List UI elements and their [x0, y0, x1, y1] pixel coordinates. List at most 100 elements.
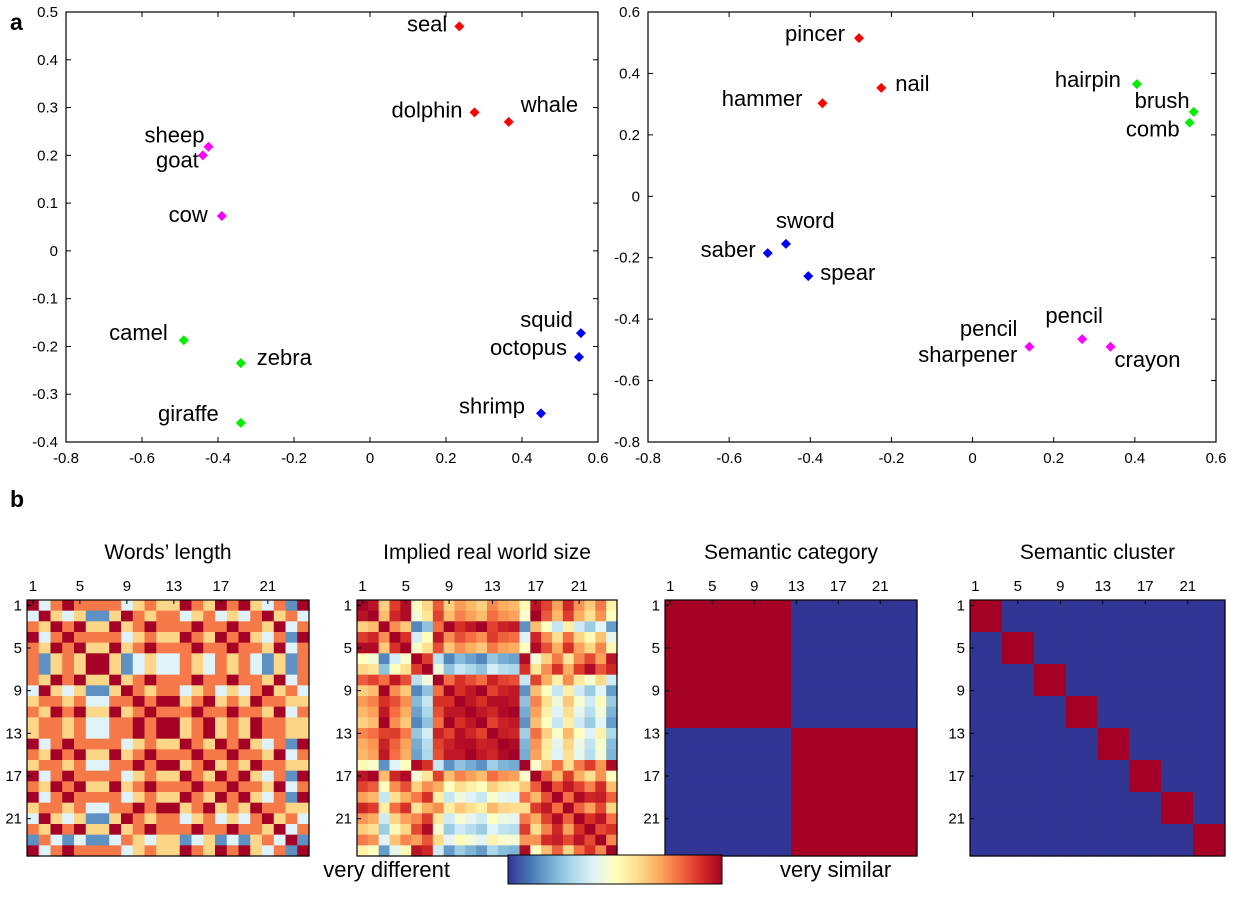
heatmap-cell [843, 706, 855, 718]
heatmap-cell [980, 738, 992, 750]
heatmap-cell [132, 632, 146, 644]
heatmap-cell [262, 674, 275, 686]
heatmap-cell [400, 685, 412, 697]
heatmap-cell [85, 834, 99, 846]
heatmap-cell [728, 664, 740, 676]
heatmap-cell [875, 834, 887, 846]
heatmap-cell [791, 728, 803, 740]
heatmap-cell [1044, 717, 1056, 729]
heatmap-cell [801, 834, 813, 846]
heatmap-cell [62, 717, 75, 729]
heatmap-cell [357, 770, 369, 782]
heatmap-cell [378, 674, 391, 686]
heatmap-cell [179, 845, 193, 857]
heatmap-cell [285, 802, 298, 814]
heatmap-cell [238, 621, 251, 633]
heatmap-cell [389, 653, 401, 665]
heatmap-cell [422, 642, 434, 654]
heatmap-cell [432, 760, 445, 772]
point-goat [197, 150, 208, 161]
heatmap-cell [686, 600, 698, 612]
heatmap-cell [1108, 728, 1120, 740]
heatmap-cell [62, 653, 75, 665]
heatmap-cell [665, 845, 677, 857]
heatmap-cell [1065, 770, 1077, 782]
heatmap-cell [991, 717, 1003, 729]
heatmap-cell [400, 621, 412, 633]
heatmap-cell [62, 845, 75, 857]
heatmap-cell [738, 834, 750, 846]
heatmap-cell [297, 610, 310, 622]
heatmap-cell [144, 674, 157, 686]
heatmap-cell [1203, 696, 1215, 708]
heatmap-cell [367, 749, 380, 761]
heatmap-cell [1065, 610, 1077, 622]
y-tick-label: 1 [652, 597, 660, 614]
heatmap-cell [541, 674, 553, 686]
heatmap-cell [1118, 845, 1130, 857]
heatmap-cell [50, 781, 63, 793]
heatmap-cell [1140, 728, 1152, 740]
x-tick-label: -0.8 [635, 450, 661, 467]
heatmap-cell [759, 717, 771, 729]
heatmap-cell [801, 610, 813, 622]
heatmap-cell [1161, 642, 1173, 654]
heatmap-cell [1086, 834, 1099, 846]
heatmap-cell [238, 717, 251, 729]
heatmap-cell [595, 664, 607, 676]
heatmap-cell [62, 834, 75, 846]
heatmap-cell [1065, 824, 1077, 836]
heatmap-cell [273, 738, 287, 750]
heatmap-cell [74, 664, 87, 676]
heatmap-cell [191, 760, 204, 772]
heatmap-cell [519, 685, 531, 697]
heatmap-cell [432, 674, 445, 686]
heatmap-cell [1023, 760, 1035, 772]
heatmap-cell [454, 760, 466, 772]
heatmap-cell [168, 685, 181, 697]
heatmap-cell [250, 728, 263, 740]
heatmap-cell [85, 717, 99, 729]
heatmap-cell [62, 728, 75, 740]
heatmap-cell [226, 824, 240, 836]
heatmap-cell [250, 781, 263, 793]
heatmap-cell [422, 621, 434, 633]
heatmap-cell [389, 738, 401, 750]
heatmap-cell [970, 770, 982, 782]
heatmap-cell [1140, 685, 1152, 697]
heatmap-cell [1097, 845, 1109, 857]
heatmap-cell [1214, 845, 1226, 857]
heatmap-cell [476, 632, 488, 644]
heatmap-cell [250, 834, 263, 846]
heatmap-cell [595, 696, 607, 708]
heatmap-cell [367, 674, 380, 686]
heatmap-cell [980, 717, 992, 729]
heatmap-cell [1044, 653, 1056, 665]
heatmap-cell [357, 685, 369, 697]
heatmap-cell [273, 834, 287, 846]
heatmap-cell [109, 706, 122, 718]
heatmap-cell [854, 610, 866, 622]
heatmap-cell [1108, 781, 1120, 793]
heatmap-cell [487, 685, 499, 697]
heatmap-cell [728, 792, 740, 804]
heatmap-cell [885, 845, 897, 857]
heatmap-cell [906, 717, 918, 729]
heatmap-cell [1076, 717, 1088, 729]
heatmap-cell [1203, 813, 1215, 825]
heatmap-cell [1001, 824, 1014, 836]
heatmap-cell [1182, 600, 1194, 612]
heatmap-cell [285, 845, 298, 857]
heatmap-cell [476, 802, 488, 814]
heatmap-cell [400, 834, 412, 846]
heatmap-cell [508, 749, 521, 761]
heatmap-cell [443, 610, 456, 622]
heatmap-cell [508, 834, 521, 846]
heatmap-cell [156, 792, 169, 804]
heatmap-cell [50, 717, 63, 729]
heatmap-cell [109, 802, 122, 814]
heatmap-cell [812, 845, 824, 857]
label-spear: spear [820, 260, 875, 285]
heatmap-cell [717, 717, 729, 729]
